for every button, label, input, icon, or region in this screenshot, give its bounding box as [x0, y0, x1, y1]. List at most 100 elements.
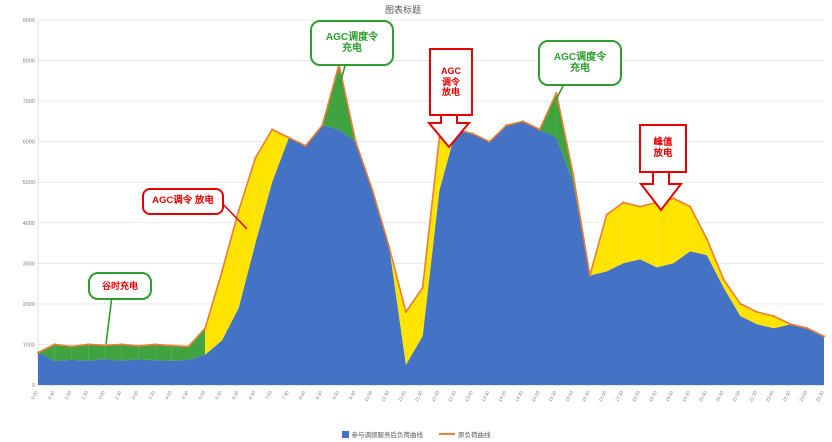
x-axis-tick-label: 18:30	[648, 390, 658, 403]
line-marker	[388, 246, 391, 249]
x-axis-tick-label: 0:30	[47, 390, 56, 401]
y-axis-tick-label: 4000	[23, 221, 35, 227]
discharge-band	[205, 271, 222, 355]
x-axis-tick-label: 0:00	[30, 390, 39, 401]
line-marker	[103, 344, 106, 347]
discharge-band	[255, 129, 273, 244]
x-axis-tick-label: 20:30	[715, 390, 725, 403]
y-axis-tick-label: 3000	[23, 261, 35, 267]
x-axis-tick-label: 10:30	[380, 390, 390, 403]
original-load-line	[37, 63, 825, 354]
x-axis-tick-label: 5:00	[197, 390, 206, 401]
down-arrow-icon	[639, 168, 683, 212]
x-axis-tick-label: 2:00	[97, 390, 106, 401]
x-axis-tick-label: 19:00	[665, 390, 675, 403]
y-axis-tick-label: 7000	[23, 99, 35, 105]
line-marker	[237, 209, 240, 212]
x-axis-tick-label: 2:30	[114, 390, 123, 401]
y-axis-tick-label: 8000	[23, 59, 35, 65]
charge-band	[104, 344, 122, 361]
x-axis-tick-label: 15:30	[547, 390, 557, 403]
line-marker	[271, 128, 274, 131]
y-axis-tick-label: 5000	[23, 180, 35, 186]
line-marker	[371, 189, 374, 192]
line-marker	[521, 120, 525, 123]
line-marker	[154, 343, 157, 346]
y-axis-tick-label: 0	[32, 383, 35, 389]
line-marker	[187, 345, 190, 348]
discharge-band	[690, 206, 707, 256]
annotation-agc-order-discharge: AGC 调令 放电	[429, 48, 473, 116]
line-marker	[53, 343, 56, 346]
line-marker	[572, 173, 575, 176]
x-axis-tick-label: 21:00	[731, 390, 741, 403]
x-axis-tick-label: 12:30	[447, 390, 457, 403]
x-axis-tick-label: 17:30	[614, 390, 624, 403]
x-axis-tick-label: 23:30	[815, 390, 825, 403]
x-axis-tick-label: 4:30	[181, 390, 190, 401]
x-axis-tick-label: 9:30	[348, 390, 357, 401]
line-marker	[789, 323, 792, 326]
line-marker	[605, 213, 608, 216]
discharge-band	[757, 312, 774, 329]
discharge-band	[272, 129, 289, 183]
x-axis-tick-label: 3:00	[131, 390, 140, 401]
y-axis-tick-label: 1000	[23, 342, 35, 348]
x-axis-tick-label: 13:00	[464, 390, 474, 403]
charge-band	[71, 344, 89, 361]
x-axis-tick-label: 11:00	[397, 390, 407, 403]
legend-item-original-load: 原负荷曲线	[439, 429, 491, 439]
charge-band	[171, 345, 189, 361]
annotation-text-line: 放电	[441, 87, 460, 98]
x-axis-tick-label: 1:30	[80, 390, 89, 401]
callout-pointer	[105, 295, 113, 345]
charge-band	[138, 344, 156, 361]
discharge-band	[740, 303, 758, 325]
charge-band	[121, 344, 139, 361]
line-marker	[806, 327, 809, 330]
annotation-text-line: 峰值	[653, 136, 673, 148]
line-marker	[538, 128, 541, 131]
charge-band	[155, 344, 172, 361]
x-axis-tick-label: 4:00	[164, 390, 173, 401]
charge-band	[38, 344, 55, 361]
x-axis-tick-label: 6:30	[248, 390, 257, 401]
orange-line-swatch-icon	[439, 433, 455, 435]
line-marker	[756, 310, 759, 314]
chart-title: 图表标题	[384, 5, 421, 15]
discharge-band	[673, 198, 691, 264]
legend-label-adjusted-load: 参与调频服务后负荷曲线	[351, 432, 424, 439]
y-axis-tick-label: 2000	[23, 302, 35, 308]
line-marker	[638, 205, 642, 208]
line-marker	[120, 343, 123, 346]
x-axis-tick-label: 21:30	[748, 390, 758, 403]
x-axis-tick-label: 16:30	[581, 390, 591, 403]
y-axis-tick-label: 9000	[23, 18, 35, 24]
annotation-agc-dispatch-discharge-text: AGC调令 放电	[152, 195, 214, 207]
line-marker	[722, 278, 725, 281]
discharge-band	[238, 157, 256, 308]
x-axis-tick-label: 17:00	[598, 390, 608, 403]
x-axis-tick-label: 15:00	[531, 390, 541, 403]
line-marker	[772, 315, 775, 318]
x-axis-tick-label: 23:00	[798, 390, 808, 403]
line-marker	[287, 136, 290, 139]
discharge-band	[606, 202, 624, 272]
annotation-agc-dispatch-discharge: AGC调令 放电	[142, 188, 224, 215]
line-marker	[404, 310, 407, 314]
line-marker	[170, 344, 173, 347]
line-marker	[672, 197, 675, 200]
annotation-agc-order-charge-1: AGC调度令 充电	[310, 20, 394, 66]
legend-item-adjusted-load: 参与调频服务后负荷曲线	[341, 429, 424, 439]
line-marker	[204, 327, 207, 330]
annotation-peak-discharge: 峰值 放电	[639, 124, 687, 173]
line-marker	[739, 302, 742, 305]
discharge-band	[723, 279, 741, 317]
line-marker	[87, 343, 90, 346]
x-axis-tick-label: 5:30	[214, 390, 223, 401]
x-axis-tick-label: 14:30	[514, 390, 524, 403]
line-marker	[689, 205, 692, 208]
x-axis-tick-label: 16:00	[564, 390, 574, 403]
x-axis-tick-label: 22:00	[765, 390, 775, 403]
line-marker	[421, 286, 424, 289]
